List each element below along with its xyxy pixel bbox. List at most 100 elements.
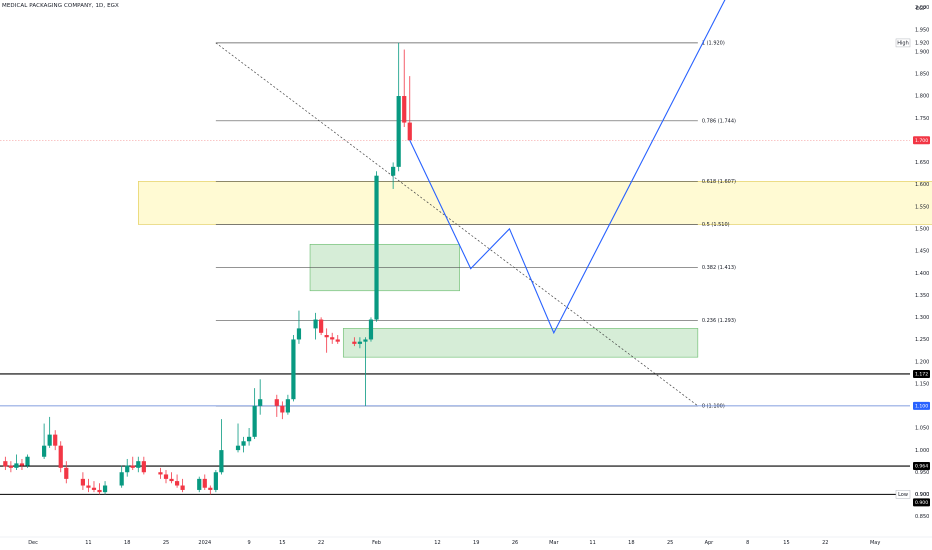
candle[interactable] [180,485,185,490]
fib-label-0.382: 0.382 (1.413) [702,265,736,271]
candle[interactable] [158,472,163,475]
x-tick-label: May [870,540,880,546]
candle[interactable] [91,487,97,490]
x-tick-label: 18 [628,540,634,546]
price-tag-text: 1.172 [915,372,928,378]
price-tag-text: 0.900 [915,500,928,506]
y-tick-label: 0.950 [915,470,929,476]
candle[interactable] [241,441,246,446]
candle[interactable] [313,319,318,329]
x-tick-label: 11 [85,540,91,546]
x-tick-label: 18 [124,540,130,546]
candle[interactable] [235,445,241,451]
y-tick-label: 1.950 [915,27,929,33]
candle[interactable] [324,335,329,338]
y-tick-label: 1.150 [915,381,929,387]
candle[interactable] [258,399,263,406]
y-tick-label: 2.000 [915,5,929,11]
candle[interactable] [97,489,102,493]
x-tick-label: Apr [705,540,715,546]
x-tick-label: 19 [473,540,479,546]
candle[interactable] [374,175,379,320]
candle[interactable] [280,405,285,413]
candle[interactable] [219,450,224,473]
price-tag [913,401,930,410]
candle[interactable] [402,96,407,123]
candle[interactable] [47,434,52,446]
candle[interactable] [213,472,218,490]
candle[interactable] [163,474,169,479]
candle[interactable] [363,339,368,342]
fib-label-0.786: 0.786 (1.744) [702,119,736,125]
y-tick-label: 1.800 [915,94,929,100]
y-tick-label: 0.850 [915,514,929,520]
price-tag-label-box [895,490,911,499]
y-tick-label: 1.300 [915,315,929,321]
candle[interactable] [330,337,335,340]
candle[interactable] [53,434,58,446]
candle[interactable] [208,487,213,490]
y-tick-label: 1.350 [915,293,929,299]
candle[interactable] [357,341,362,344]
candle[interactable] [319,319,324,333]
candle[interactable] [42,445,47,457]
trend-line[interactable] [215,42,699,407]
candle[interactable] [335,339,340,342]
candle[interactable] [8,465,13,468]
candle[interactable] [274,399,279,406]
zone-yellow-0[interactable] [138,181,932,225]
price-tag-text: 1.100 [915,404,928,410]
y-tick-label: 1.200 [915,359,929,365]
candle[interactable] [352,341,357,344]
candle[interactable] [252,405,257,437]
x-tick-label: Dec [28,540,38,546]
candle[interactable] [169,478,174,482]
candle[interactable] [197,478,202,490]
y-tick-label: 1.550 [915,204,929,210]
candle[interactable] [125,465,130,473]
candle[interactable] [19,463,25,466]
x-tick-label: Mar [549,540,559,546]
price-tag-label: Low [898,492,908,498]
candle[interactable] [136,461,141,468]
candle[interactable] [25,456,30,466]
fib-label-0: 0 (1.100) [702,404,725,410]
zone-green-2[interactable] [342,328,699,358]
price-tag-label: High [897,41,909,47]
candle[interactable] [202,478,207,488]
candle[interactable] [102,485,108,493]
projection-path[interactable] [409,0,726,335]
fib-label-0.618: 0.618 (1.607) [702,179,736,185]
candle[interactable] [119,472,124,486]
x-tick-label: 22 [822,540,828,546]
candle[interactable] [58,445,63,468]
candle[interactable] [391,166,396,176]
x-tick-label: 22 [318,540,324,546]
chart-title: MEDICAL PACKAGING COMPANY, 1D, EGX [2,3,119,9]
y-tick-label: 0.900 [915,492,929,498]
fib-label-1: 1 (1.920) [702,41,725,47]
candle[interactable] [80,478,85,486]
price-tag-value: 0.900 [915,492,929,498]
x-tick-label: 8 [746,540,749,546]
price-tag [913,462,930,471]
candle[interactable] [291,339,296,400]
candle[interactable] [368,319,374,340]
candle[interactable] [296,328,302,340]
y-tick-label: 1.250 [915,337,929,343]
y-tick-label: 1.600 [915,182,929,188]
currency-label: EGP [916,6,926,12]
candle[interactable] [174,481,180,486]
candle[interactable] [407,122,412,141]
candle[interactable] [130,465,135,468]
candle[interactable] [3,461,8,467]
candle[interactable] [285,399,290,413]
candle[interactable] [64,467,69,479]
candle[interactable] [396,96,401,167]
fib-label-0.236: 0.236 (1.293) [702,318,736,324]
candle[interactable] [247,436,252,442]
candle[interactable] [86,485,91,488]
candle[interactable] [141,461,146,473]
candle[interactable] [14,463,19,468]
